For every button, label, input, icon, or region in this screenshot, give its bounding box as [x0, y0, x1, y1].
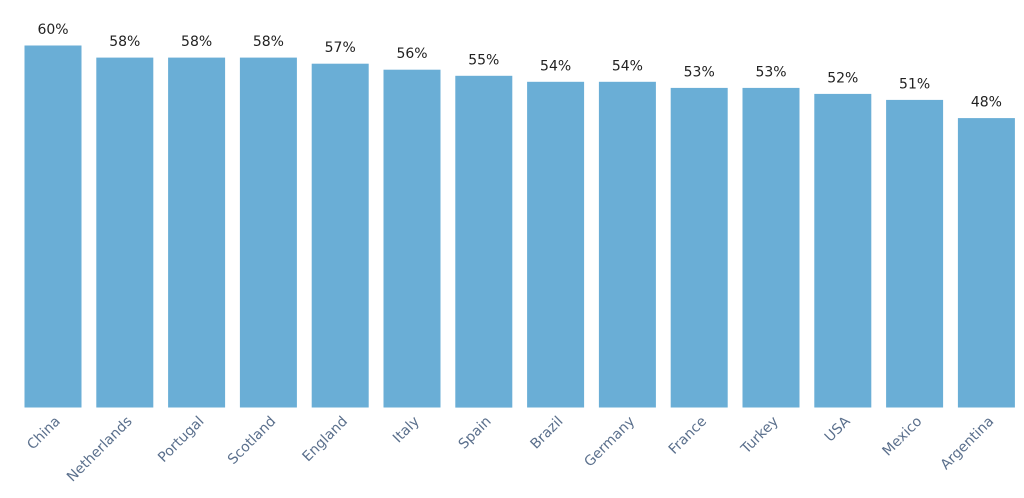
- value-label-germany: 54%: [612, 58, 643, 74]
- bar-china: [23, 44, 83, 409]
- value-label-portugal: 58%: [181, 34, 212, 50]
- category-label-mexico: Mexico: [880, 414, 926, 460]
- category-label-netherlands: Netherlands: [64, 414, 136, 486]
- value-labels-layer: 60% 58% 58% 58% 57% 56% 55% 54% 54% 53% 53% 52% 51% 4…: [37, 22, 1002, 111]
- bar-spain: [454, 74, 514, 409]
- bar-brazil: [526, 80, 586, 409]
- value-label-netherlands: 58%: [109, 34, 140, 50]
- category-label-england: England: [300, 414, 352, 466]
- bar-france: [669, 86, 729, 409]
- category-label-spain: Spain: [456, 414, 495, 453]
- value-label-italy: 56%: [396, 46, 427, 62]
- category-label-scotland: Scotland: [225, 414, 279, 468]
- bar-england: [310, 62, 370, 409]
- bar-italy: [382, 68, 442, 409]
- value-label-france: 53%: [684, 64, 715, 80]
- bar-usa: [813, 92, 873, 409]
- category-label-portugal: Portugal: [155, 414, 207, 466]
- category-labels-layer: China Netherlands Portugal Scotland England I…: [24, 413, 997, 485]
- bar-turkey: [741, 86, 801, 409]
- category-label-germany: Germany: [581, 414, 638, 471]
- category-label-china: China: [24, 414, 64, 454]
- value-label-argentina: 48%: [971, 95, 1002, 111]
- bar-scotland: [238, 56, 298, 409]
- value-label-china: 60%: [37, 22, 68, 38]
- value-label-spain: 55%: [468, 52, 499, 68]
- category-label-usa: USA: [822, 413, 854, 445]
- value-label-usa: 52%: [827, 70, 858, 86]
- value-label-england: 57%: [325, 40, 356, 56]
- bar-argentina: [956, 117, 1016, 409]
- category-label-italy: Italy: [390, 414, 423, 447]
- category-label-turkey: Turkey: [738, 414, 782, 458]
- bar-portugal: [167, 56, 227, 409]
- bar-netherlands: [95, 56, 155, 409]
- bar-germany: [597, 80, 657, 409]
- category-label-brazil: Brazil: [527, 414, 566, 453]
- bars-layer: [23, 44, 1016, 409]
- category-label-france: France: [666, 414, 710, 458]
- value-label-mexico: 51%: [899, 76, 930, 92]
- bar-mexico: [885, 98, 945, 409]
- value-label-turkey: 53%: [755, 64, 786, 80]
- value-label-brazil: 54%: [540, 58, 571, 74]
- category-label-argentina: Argentina: [938, 414, 998, 474]
- value-label-scotland: 58%: [253, 34, 284, 50]
